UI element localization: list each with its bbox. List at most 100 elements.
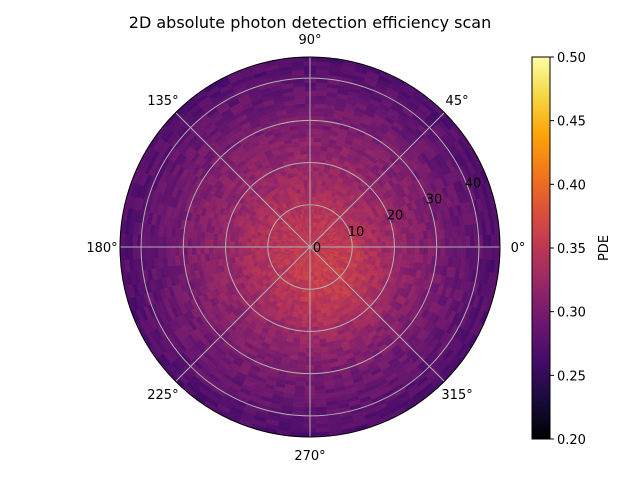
heatmap-cell bbox=[470, 236, 475, 247]
heatmap-cell bbox=[306, 276, 309, 280]
heatmap-cell bbox=[462, 236, 467, 247]
heatmap-cell bbox=[415, 247, 419, 255]
angular-tick-label: 0° bbox=[511, 241, 526, 256]
heatmap-cell bbox=[209, 247, 213, 254]
heatmap-cell bbox=[313, 146, 320, 151]
heatmap-cell bbox=[373, 242, 377, 247]
heatmap-cell bbox=[487, 234, 492, 247]
heatmap-cell bbox=[314, 133, 322, 138]
heatmap-cell bbox=[361, 243, 365, 247]
heatmap-cell bbox=[449, 237, 454, 247]
heatmap-cell bbox=[213, 247, 217, 254]
heatmap-cell bbox=[312, 302, 316, 306]
heatmap-cell bbox=[306, 281, 309, 285]
heatmap-cell bbox=[145, 247, 150, 258]
polar-grid bbox=[120, 57, 500, 437]
heatmap-cell bbox=[312, 314, 317, 319]
heatmap-cell bbox=[424, 247, 429, 255]
heatmap-cell bbox=[449, 247, 454, 257]
heatmap-cell bbox=[238, 252, 243, 257]
heatmap-cell bbox=[230, 252, 235, 258]
heatmap-cell bbox=[192, 239, 197, 247]
heatmap-cell bbox=[200, 247, 204, 255]
heatmap-cell bbox=[491, 247, 496, 260]
colorbar-tick-label: 0.35 bbox=[557, 242, 586, 257]
heatmap-cell bbox=[403, 240, 407, 247]
heatmap-cell bbox=[356, 243, 360, 247]
heatmap-cell bbox=[166, 247, 171, 257]
heatmap-cell bbox=[420, 239, 424, 247]
heatmap-cell bbox=[217, 247, 221, 253]
heatmap-cell bbox=[158, 247, 163, 258]
heatmap-cell bbox=[217, 241, 221, 247]
heatmap-cell bbox=[297, 125, 306, 130]
heatmap-cell bbox=[313, 167, 319, 172]
heatmap-cell bbox=[313, 335, 320, 340]
colorbar-tick-label: 0.30 bbox=[557, 306, 586, 321]
heatmap-cell bbox=[312, 310, 317, 315]
heatmap-cell bbox=[428, 238, 433, 247]
heatmap-cell bbox=[251, 247, 255, 251]
heatmap-cell bbox=[369, 243, 373, 247]
heatmap-cell bbox=[200, 239, 204, 247]
heatmap-cell bbox=[230, 247, 234, 253]
heatmap-cell bbox=[175, 247, 180, 256]
radial-tick-label: 30 bbox=[426, 193, 443, 208]
heatmap-cell bbox=[445, 237, 450, 247]
heatmap-cell bbox=[313, 344, 320, 349]
heatmap-cell bbox=[303, 175, 308, 180]
heatmap-cell bbox=[360, 251, 365, 255]
heatmap-cell bbox=[453, 237, 458, 247]
heatmap-cell bbox=[303, 179, 308, 184]
heatmap-cell bbox=[299, 137, 307, 142]
heatmap-cell bbox=[407, 247, 411, 254]
heatmap-cell bbox=[312, 179, 317, 184]
heatmap-cell bbox=[255, 247, 259, 251]
heatmap-cell bbox=[311, 209, 314, 213]
heatmap-cell bbox=[303, 184, 308, 189]
heatmap-cell bbox=[411, 240, 415, 247]
heatmap-cell bbox=[154, 247, 159, 258]
heatmap-cell bbox=[166, 237, 171, 247]
heatmap-cell bbox=[162, 247, 167, 257]
heatmap-cell bbox=[313, 171, 318, 176]
heatmap-cell bbox=[234, 242, 238, 247]
heatmap-cell bbox=[385, 236, 390, 242]
heatmap-cell bbox=[314, 365, 323, 370]
heatmap-cell bbox=[314, 142, 321, 147]
heatmap-cell bbox=[441, 247, 446, 256]
heatmap-cell bbox=[411, 247, 415, 254]
heatmap-cell bbox=[303, 314, 308, 319]
heatmap-cell bbox=[259, 247, 263, 251]
colorbar-label: PDE bbox=[597, 235, 612, 261]
heatmap-cell bbox=[377, 242, 381, 247]
heatmap-cell bbox=[259, 243, 263, 247]
heatmap-cell bbox=[314, 356, 322, 361]
heatmap-cell bbox=[128, 234, 133, 247]
heatmap-cell bbox=[255, 243, 259, 247]
heatmap-cell bbox=[312, 297, 316, 301]
heatmap-cell bbox=[314, 360, 322, 365]
heatmap-cell bbox=[192, 247, 197, 255]
heatmap-cell bbox=[196, 247, 200, 255]
colorbar-tick-label: 0.20 bbox=[557, 433, 586, 448]
heatmap-cell bbox=[487, 247, 492, 260]
heatmap-cell bbox=[313, 150, 320, 155]
heatmap-cell bbox=[299, 146, 306, 151]
colorbar-tick-label: 0.50 bbox=[557, 51, 586, 66]
heatmap-cell bbox=[133, 247, 138, 259]
angular-tick-label: 270° bbox=[294, 449, 325, 464]
heatmap-cell bbox=[445, 247, 450, 257]
heatmap-cell bbox=[302, 323, 308, 328]
heatmap-cell bbox=[466, 247, 471, 258]
heatmap-cell bbox=[213, 240, 217, 247]
heatmap-cell bbox=[315, 197, 319, 202]
heatmap-cell bbox=[313, 323, 319, 328]
heatmap-cell bbox=[381, 236, 386, 242]
heatmap-cell bbox=[175, 238, 180, 247]
angular-tick-label: 135° bbox=[147, 94, 178, 109]
heatmap-cell bbox=[381, 252, 386, 258]
heatmap-cell bbox=[247, 247, 251, 251]
heatmap-cell bbox=[230, 241, 234, 247]
